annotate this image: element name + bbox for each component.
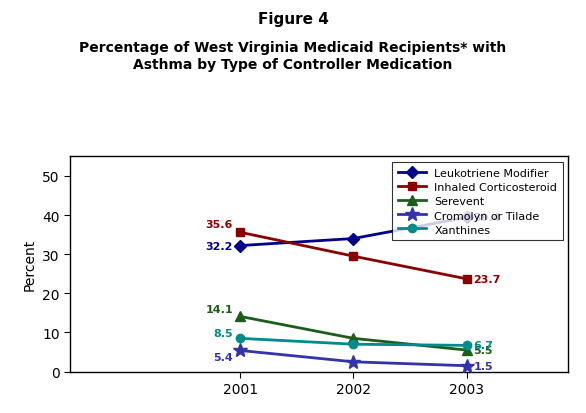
Line: Leukotriene Modifier: Leukotriene Modifier xyxy=(236,214,471,250)
Serevent xyxy=(463,348,470,353)
Serevent xyxy=(350,336,357,341)
Line: Serevent: Serevent xyxy=(235,312,471,355)
Line: Inhaled Corticosteroid: Inhaled Corticosteroid xyxy=(236,228,471,283)
Leukotriene Modifier xyxy=(350,237,357,242)
Text: 23.7: 23.7 xyxy=(473,274,501,284)
Text: 6.7: 6.7 xyxy=(473,341,493,351)
Text: 1.5: 1.5 xyxy=(473,361,493,371)
Line: Cromolyn or Tilade: Cromolyn or Tilade xyxy=(233,344,473,373)
Leukotriene Modifier xyxy=(463,215,470,220)
Text: 5.5: 5.5 xyxy=(473,345,493,355)
Leukotriene Modifier xyxy=(237,244,244,249)
Text: Percentage of West Virginia Medicaid Recipients* with
Asthma by Type of Controll: Percentage of West Virginia Medicaid Rec… xyxy=(79,41,507,71)
Inhaled Corticosteroid xyxy=(463,277,470,282)
Inhaled Corticosteroid xyxy=(237,230,244,235)
Serevent xyxy=(237,314,244,319)
Y-axis label: Percent: Percent xyxy=(23,238,37,290)
Text: Figure 4: Figure 4 xyxy=(258,12,328,27)
Inhaled Corticosteroid xyxy=(350,254,357,259)
Text: 39.4: 39.4 xyxy=(473,213,501,223)
Line: Xanthines: Xanthines xyxy=(236,335,471,350)
Xanthines xyxy=(350,342,357,347)
Text: 35.6: 35.6 xyxy=(206,219,233,229)
Xanthines xyxy=(463,343,470,348)
Text: 5.4: 5.4 xyxy=(213,353,233,363)
Cromolyn or Tilade xyxy=(350,359,357,364)
Legend: Leukotriene Modifier, Inhaled Corticosteroid, Serevent, Cromolyn or Tilade, Xant: Leukotriene Modifier, Inhaled Corticoste… xyxy=(392,162,563,241)
Text: 14.1: 14.1 xyxy=(206,305,233,315)
Cromolyn or Tilade xyxy=(463,363,470,368)
Text: 32.2: 32.2 xyxy=(206,241,233,251)
Cromolyn or Tilade xyxy=(237,348,244,353)
Text: 8.5: 8.5 xyxy=(213,328,233,338)
Xanthines xyxy=(237,336,244,341)
